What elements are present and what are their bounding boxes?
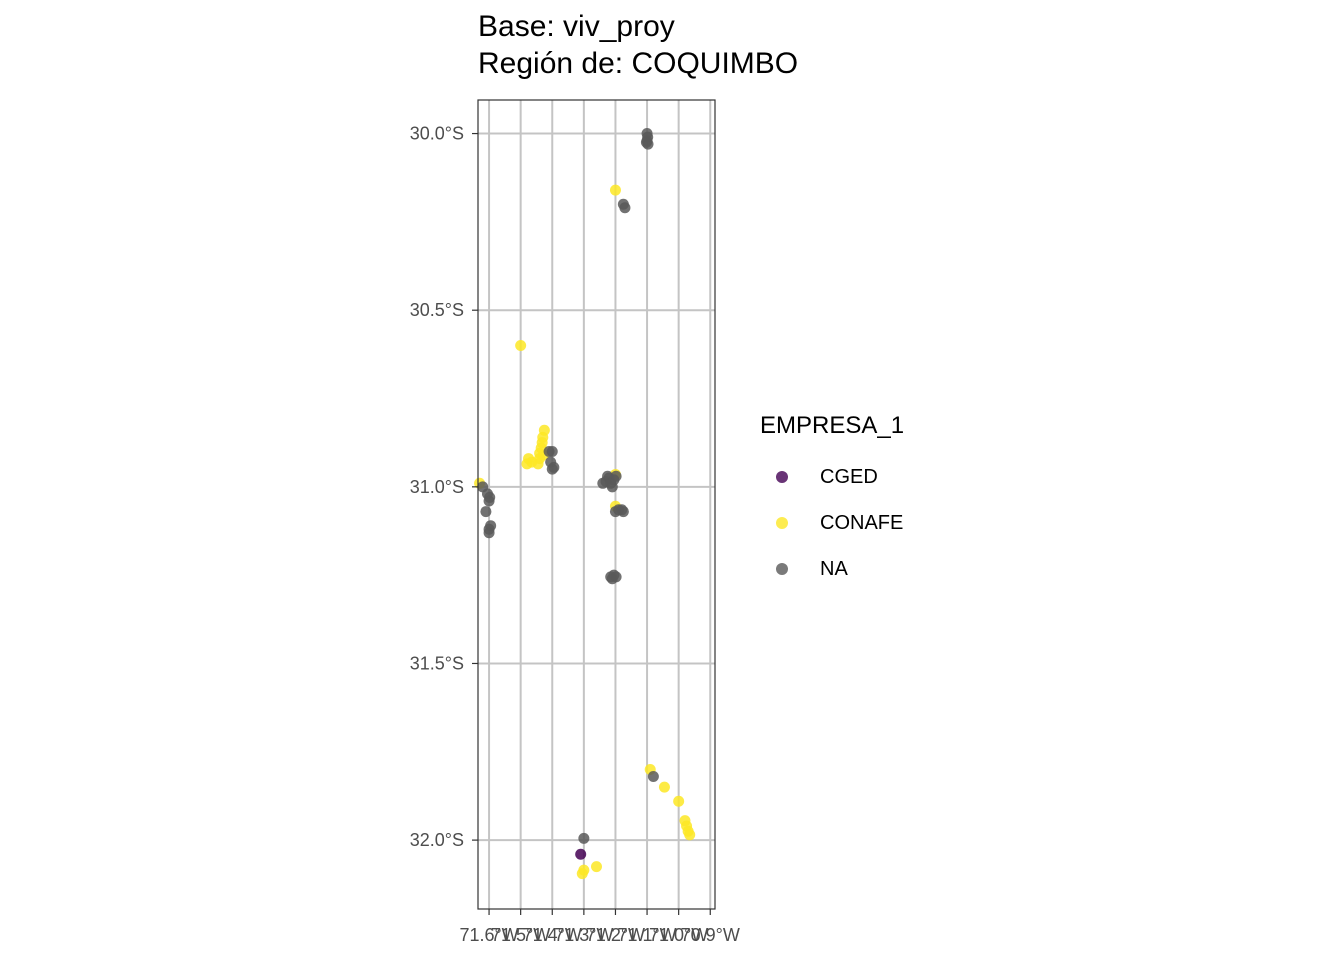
legend-key-conafe (776, 517, 788, 529)
legend-item-cged: CGED (760, 454, 904, 500)
x-tick-label: 71.2°W (586, 925, 645, 945)
data-point-na (609, 506, 621, 518)
y-tick-label: 30.5°S (410, 300, 464, 320)
data-point-na (578, 832, 590, 844)
y-tick-label: 32.0°S (410, 830, 464, 850)
x-tick-label: 71.0°W (649, 925, 708, 945)
axes: 71.6°W71.5°W71.4°W71.3°W71.2°W71.1°W71.0… (410, 124, 740, 945)
data-point-cged (575, 848, 587, 860)
data-point-na (546, 463, 558, 475)
legend: EMPRESA_1 CGED CONAFE NA (760, 412, 904, 592)
data-point-na (619, 202, 631, 214)
data-point-na (483, 527, 495, 539)
legend-label-na: NA (820, 557, 848, 580)
legend-item-conafe: CONAFE (760, 500, 904, 546)
data-point-conafe (591, 861, 602, 873)
data-point-conafe (673, 795, 685, 807)
data-points (474, 128, 696, 880)
chart-title: Base: viv_proy (478, 10, 675, 43)
data-point-conafe (684, 829, 696, 841)
x-tick-label: 71.5°W (491, 925, 550, 945)
plot-panel-border (477, 99, 716, 910)
data-point-conafe (515, 340, 527, 352)
legend-title: EMPRESA_1 (760, 412, 905, 439)
data-point-na (610, 571, 622, 583)
chart-subtitle: Región de: COQUIMBO (478, 47, 799, 80)
x-tick-label: 71.1°W (617, 925, 676, 945)
data-point-na (640, 136, 652, 148)
y-tick-label: 31.0°S (410, 477, 464, 497)
data-point-na (617, 506, 629, 518)
data-point-na (483, 495, 495, 507)
y-tick-label: 31.5°S (410, 653, 464, 673)
legend-label-cged: CGED (820, 465, 878, 488)
y-tick-label: 30.0°S (410, 124, 464, 144)
data-point-conafe (609, 184, 621, 196)
data-point-na (647, 771, 659, 783)
legend-key-cged (776, 471, 788, 483)
data-point-na (610, 470, 622, 482)
data-point-conafe (521, 458, 533, 470)
data-point-conafe (576, 868, 588, 880)
plot-panel (478, 100, 715, 909)
data-point-na (546, 446, 558, 458)
legend-item-na: NA (760, 546, 904, 592)
legend-key-na (776, 563, 788, 575)
data-point-conafe (534, 447, 546, 459)
x-tick-label: 71.3°W (554, 925, 613, 945)
data-point-conafe (658, 781, 670, 793)
data-point-na (480, 506, 492, 518)
x-tick-label: 71.4°W (523, 925, 582, 945)
legend-label-conafe: CONAFE (820, 511, 904, 534)
x-tick-label: 71.6°W (459, 925, 518, 945)
x-tick-label: 70.9°W (681, 925, 740, 945)
